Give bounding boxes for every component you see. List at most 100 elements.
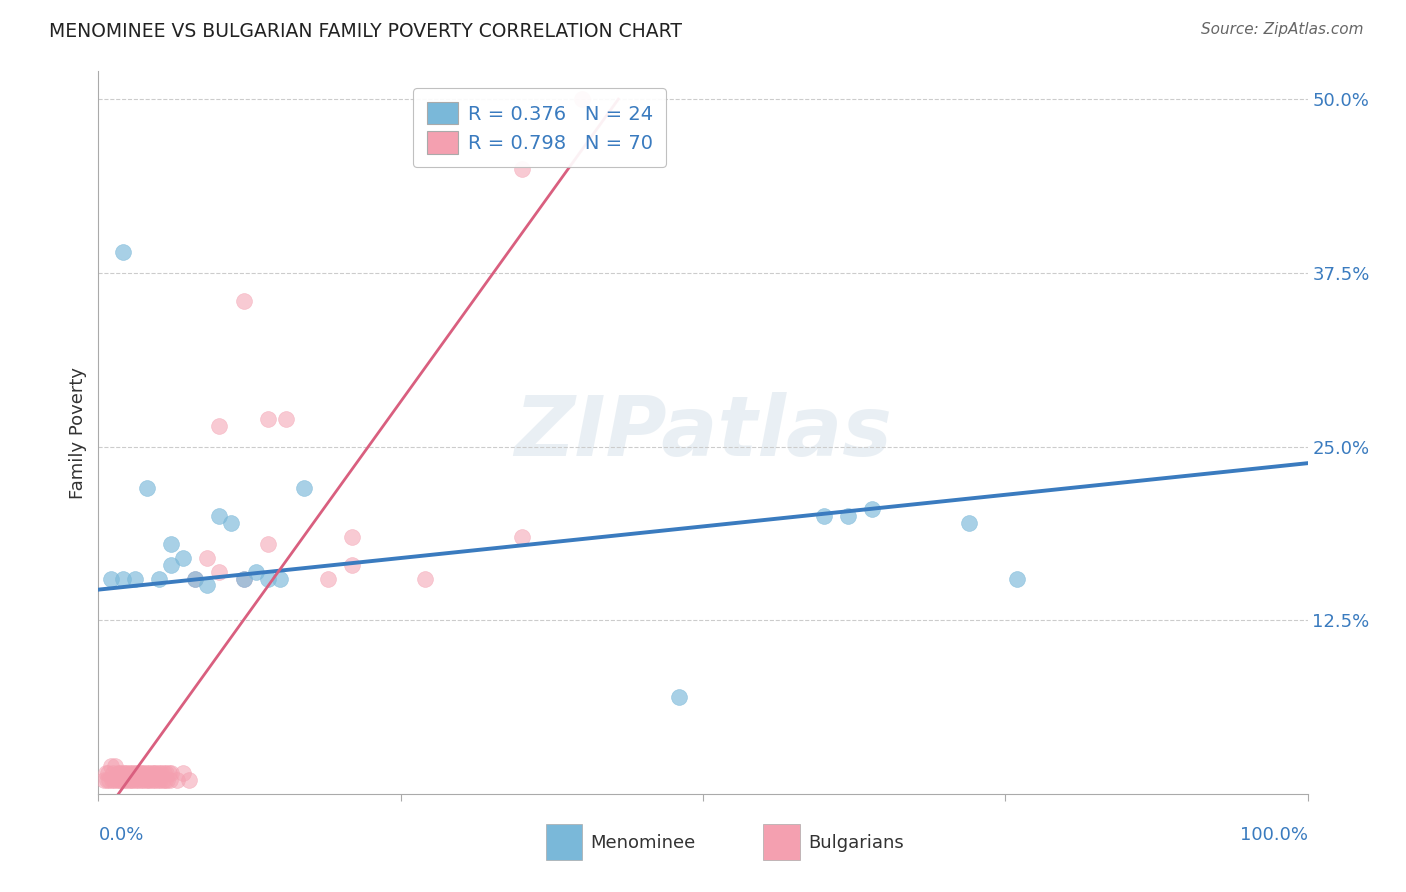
Point (108, 772, 131, 787)
Point (157, 766, 180, 780)
Point (208, 508, 231, 523)
Point (413, 572, 436, 586)
Point (813, 508, 835, 523)
Point (110, 772, 132, 787)
Point (96, 772, 118, 787)
Point (232, 293, 254, 308)
Point (115, 772, 138, 787)
Text: MENOMINEE VS BULGARIAN FAMILY POVERTY CORRELATION CHART: MENOMINEE VS BULGARIAN FAMILY POVERTY CO… (49, 22, 682, 41)
Point (117, 766, 139, 780)
Point (139, 772, 162, 787)
FancyBboxPatch shape (546, 824, 582, 861)
Text: ZIPatlas: ZIPatlas (515, 392, 891, 473)
Point (179, 772, 201, 787)
Point (342, 558, 364, 572)
Point (510, 161, 533, 176)
Point (146, 772, 169, 787)
FancyBboxPatch shape (763, 824, 800, 861)
Point (127, 766, 149, 780)
Point (97, 766, 120, 780)
Point (128, 766, 150, 780)
Point (256, 572, 278, 586)
Point (132, 772, 155, 787)
Point (166, 772, 188, 787)
Point (100, 772, 122, 787)
Point (100, 572, 122, 586)
Point (208, 418, 231, 433)
Point (94, 766, 117, 780)
Point (125, 772, 148, 787)
Point (159, 772, 181, 787)
Point (184, 572, 207, 586)
Legend: R = 0.376   N = 24, R = 0.798   N = 70: R = 0.376 N = 24, R = 0.798 N = 70 (413, 88, 666, 168)
Point (114, 766, 136, 780)
Point (135, 481, 157, 495)
Point (112, 772, 135, 787)
Text: Menominee: Menominee (591, 834, 696, 852)
Point (342, 530, 364, 544)
Point (121, 766, 143, 780)
Point (93, 772, 115, 787)
Point (118, 772, 141, 787)
Point (510, 530, 533, 544)
Point (108, 766, 131, 780)
Point (111, 766, 134, 780)
Y-axis label: Family Poverty: Family Poverty (69, 367, 87, 499)
Point (195, 550, 218, 565)
Point (195, 578, 218, 592)
Point (184, 572, 207, 586)
Point (269, 572, 291, 586)
Point (316, 572, 339, 586)
Point (208, 565, 231, 579)
Point (172, 550, 194, 565)
Point (153, 772, 176, 787)
Point (136, 772, 159, 787)
Point (245, 565, 267, 579)
Point (129, 772, 152, 787)
Point (150, 766, 173, 780)
Point (232, 572, 254, 586)
Point (131, 766, 153, 780)
Point (127, 772, 149, 787)
Point (155, 766, 177, 780)
Text: 0.0%: 0.0% (98, 826, 143, 845)
Point (135, 772, 157, 787)
Point (143, 772, 166, 787)
Point (138, 766, 160, 780)
Point (142, 772, 165, 787)
Point (160, 537, 183, 551)
Text: Bulgarians: Bulgarians (808, 834, 904, 852)
Point (668, 690, 690, 704)
Point (221, 516, 243, 530)
Text: Source: ZipAtlas.com: Source: ZipAtlas.com (1201, 22, 1364, 37)
Point (160, 766, 183, 780)
Point (143, 766, 166, 780)
Point (100, 759, 122, 773)
Point (152, 766, 174, 780)
Point (152, 772, 174, 787)
Point (105, 772, 128, 787)
Point (124, 572, 146, 586)
Point (148, 766, 170, 780)
Point (135, 766, 157, 780)
Text: 100.0%: 100.0% (1240, 826, 1308, 845)
Point (118, 766, 141, 780)
Point (104, 759, 127, 773)
Point (232, 572, 254, 586)
Point (156, 772, 179, 787)
Point (1007, 572, 1029, 586)
Point (124, 766, 146, 780)
Point (837, 508, 859, 523)
Point (292, 481, 315, 495)
Point (860, 502, 883, 516)
Point (274, 411, 297, 425)
Point (172, 766, 194, 780)
Point (122, 772, 145, 787)
Point (145, 766, 167, 780)
Point (148, 572, 170, 586)
Point (160, 558, 183, 572)
Point (571, 92, 593, 106)
Point (103, 772, 125, 787)
Point (256, 411, 278, 425)
Point (111, 244, 134, 259)
